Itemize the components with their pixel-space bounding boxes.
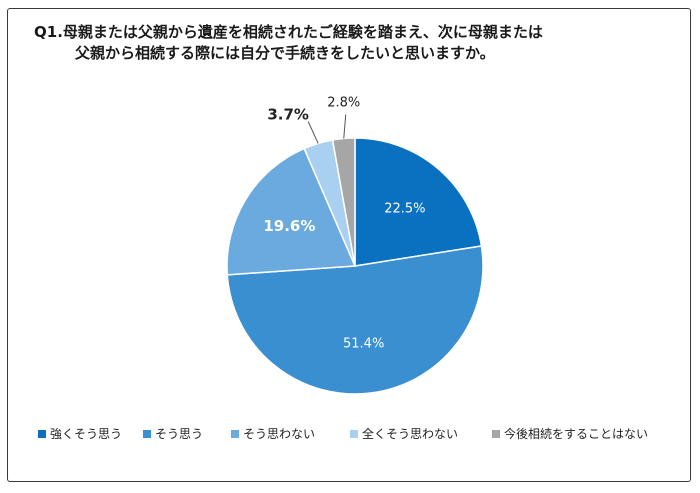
- data-label-5: 2.8%: [327, 95, 360, 110]
- legend-item-3: そう思わない: [231, 425, 315, 442]
- data-label-3: 19.6%: [263, 217, 315, 235]
- legend-swatch: [350, 429, 358, 438]
- legend-item-2: そう思う: [143, 425, 203, 442]
- legend-label: 強くそう思う: [50, 427, 123, 441]
- pie-slice-1: [354, 137, 483, 267]
- pie-slice-5: [331, 137, 356, 267]
- pie-slice-3: [226, 147, 357, 276]
- chart-title-line2: 父親から相続する際には自分で手続きをしたいと思いますか。: [75, 44, 495, 62]
- data-label-2: 51.4%: [343, 336, 384, 351]
- chart-title-line1: Q1.母親または父親から遺産を相続されたご経験を踏まえ、次に母親または: [34, 23, 543, 41]
- leader-line-5: [343, 114, 347, 139]
- legend-label: そう思わない: [243, 427, 316, 441]
- legend-swatch: [492, 429, 500, 438]
- legend-label: 全くそう思わない: [362, 427, 459, 441]
- data-label-4: 3.7%: [267, 105, 309, 123]
- pie-slice-2: [226, 245, 484, 395]
- legend-item-4: 全くそう思わない: [350, 425, 458, 442]
- legend-swatch: [38, 429, 46, 438]
- chart-legend: 強くそう思う そう思う そう思わない 全くそう思わない 今後相続をすることはない: [38, 425, 678, 445]
- legend-label: そう思う: [155, 427, 204, 441]
- data-label-1: 22.5%: [384, 202, 425, 217]
- legend-item-5: 今後相続をすることはない: [492, 425, 648, 442]
- legend-swatch: [143, 429, 151, 438]
- leader-line-4: [307, 121, 319, 144]
- legend-item-1: 強くそう思う: [38, 425, 122, 442]
- legend-swatch: [231, 429, 239, 438]
- legend-label: 今後相続をすることはない: [504, 427, 649, 441]
- chart-title: Q1.母親または父親から遺産を相続されたご経験を踏まえ、次に母親または 父親から…: [34, 22, 674, 64]
